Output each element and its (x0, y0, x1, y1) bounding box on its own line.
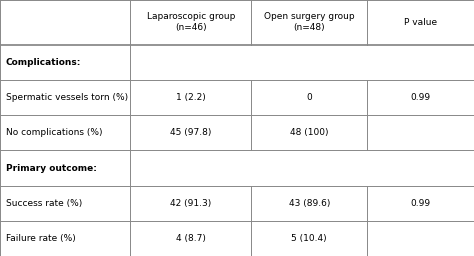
Text: Laparoscopic group
(n=46): Laparoscopic group (n=46) (146, 12, 235, 33)
Text: P value: P value (404, 18, 437, 27)
Text: 43 (89.6): 43 (89.6) (289, 199, 330, 208)
Text: 48 (100): 48 (100) (290, 128, 328, 137)
Text: Open surgery group
(n=48): Open surgery group (n=48) (264, 12, 355, 33)
Text: Primary outcome:: Primary outcome: (6, 164, 97, 173)
Text: 0.99: 0.99 (410, 93, 431, 102)
Text: 5 (10.4): 5 (10.4) (292, 234, 327, 243)
Text: Complications:: Complications: (6, 58, 81, 67)
Text: Success rate (%): Success rate (%) (6, 199, 82, 208)
Text: No complications (%): No complications (%) (6, 128, 102, 137)
Text: 42 (91.3): 42 (91.3) (170, 199, 211, 208)
Text: 0.99: 0.99 (410, 199, 431, 208)
Text: 4 (8.7): 4 (8.7) (176, 234, 206, 243)
Text: Failure rate (%): Failure rate (%) (6, 234, 75, 243)
Text: 1 (2.2): 1 (2.2) (176, 93, 206, 102)
Text: 45 (97.8): 45 (97.8) (170, 128, 211, 137)
Text: 0: 0 (306, 93, 312, 102)
Text: Spermatic vessels torn (%): Spermatic vessels torn (%) (6, 93, 128, 102)
